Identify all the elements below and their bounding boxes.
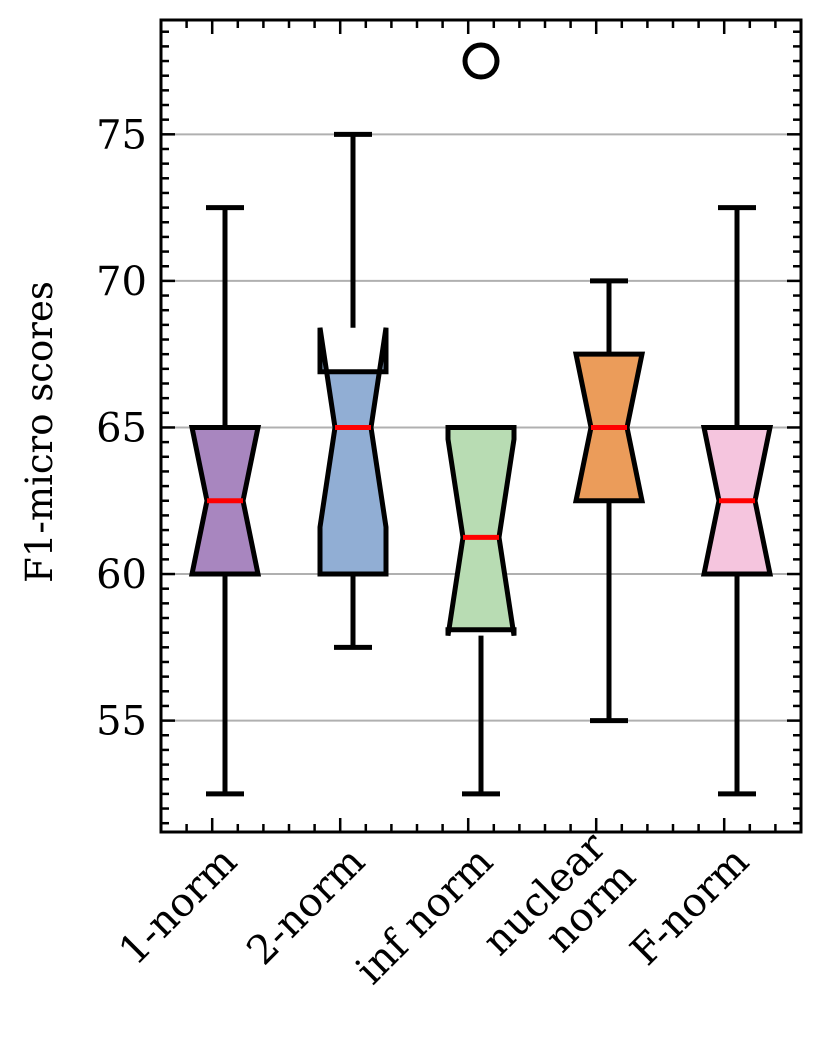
y-tick-label: 65 <box>96 405 147 451</box>
boxes-layer <box>188 42 774 797</box>
y-tick-label: 55 <box>96 699 147 745</box>
x-tick-label-line: 1-norm <box>110 838 246 974</box>
y-tick-label: 60 <box>96 552 147 598</box>
outlier-point <box>462 42 500 80</box>
box-body <box>445 424 517 636</box>
x-tick-label: nuclearnorm <box>474 823 645 994</box>
y-axis-label: F1-micro scores <box>18 281 61 583</box>
x-tick-label: 1-norm <box>110 838 246 974</box>
axes-frame <box>159 18 803 834</box>
box-body <box>317 327 389 577</box>
box-2 <box>445 42 517 797</box>
box-3 <box>572 278 646 724</box>
y-tick-label: 75 <box>96 112 147 158</box>
plot-frame <box>159 18 803 834</box>
x-tick-label: F-norm <box>622 838 758 974</box>
x-tick-label-line: F-norm <box>622 838 758 974</box>
x-tick-label: inf norm <box>347 838 502 993</box>
y-tick-label: 70 <box>96 259 147 305</box>
box-4 <box>700 205 774 797</box>
x-tick-label-line: inf norm <box>347 838 502 993</box>
box-0 <box>188 205 262 797</box>
box-1 <box>317 131 389 650</box>
